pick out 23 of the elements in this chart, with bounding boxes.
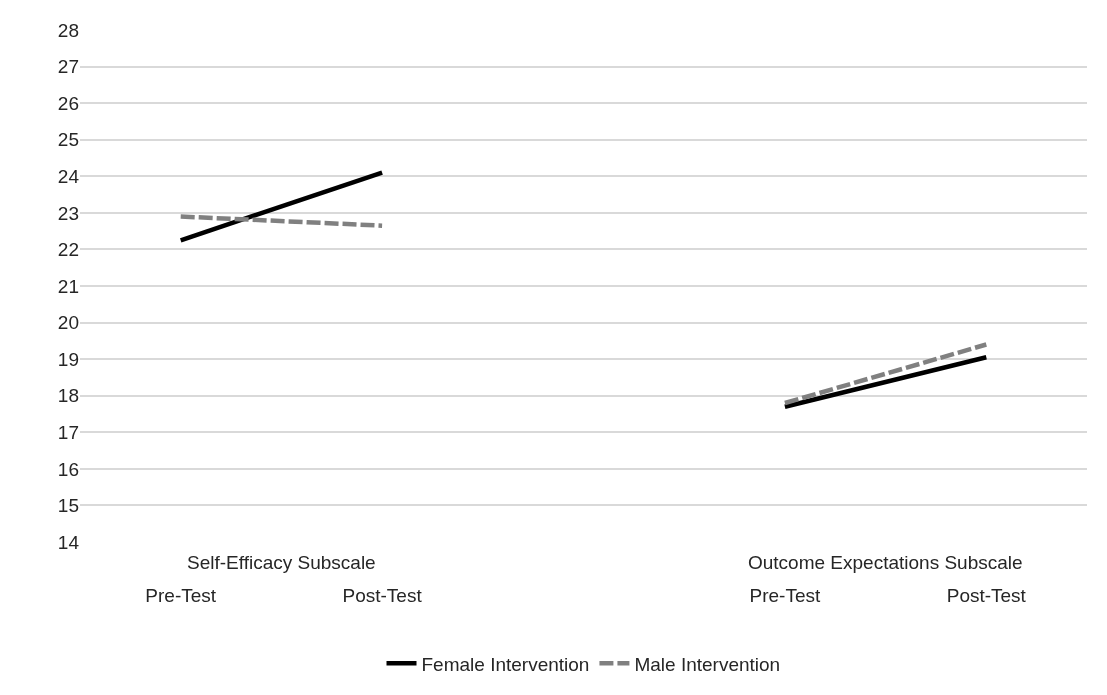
y-tick-label: 28: [57, 19, 79, 41]
y-tick-label: 15: [57, 495, 79, 517]
y-tick-label: 24: [57, 165, 80, 187]
y-tick-label: 23: [57, 202, 79, 224]
y-tick-label: 18: [57, 385, 79, 407]
x-tick-label: Post-Test: [342, 585, 423, 606]
y-tick-label: 19: [57, 348, 79, 370]
legend-label: Female Intervention: [421, 653, 590, 675]
y-tick-label: 16: [57, 458, 79, 480]
y-tick-label: 26: [57, 92, 79, 114]
y-tick-label: 20: [57, 312, 79, 334]
y-tick-label: 14: [57, 531, 80, 553]
x-tick-label: Post-Test: [946, 585, 1027, 606]
text: Self-Efficacy Subscale: [187, 552, 376, 573]
text: Outcome Expectations Subscale: [748, 552, 1023, 573]
x-tick-label: Pre-Test: [145, 585, 217, 606]
x-tick-label: Pre-Test: [749, 585, 821, 606]
y-tick-label: 22: [57, 239, 79, 261]
y-tick-label: 17: [57, 421, 79, 443]
y-tick-label: 21: [57, 275, 79, 297]
legend-label: Male Intervention: [634, 653, 781, 675]
y-tick-label: 25: [57, 129, 79, 151]
y-tick-label: 27: [57, 56, 79, 78]
